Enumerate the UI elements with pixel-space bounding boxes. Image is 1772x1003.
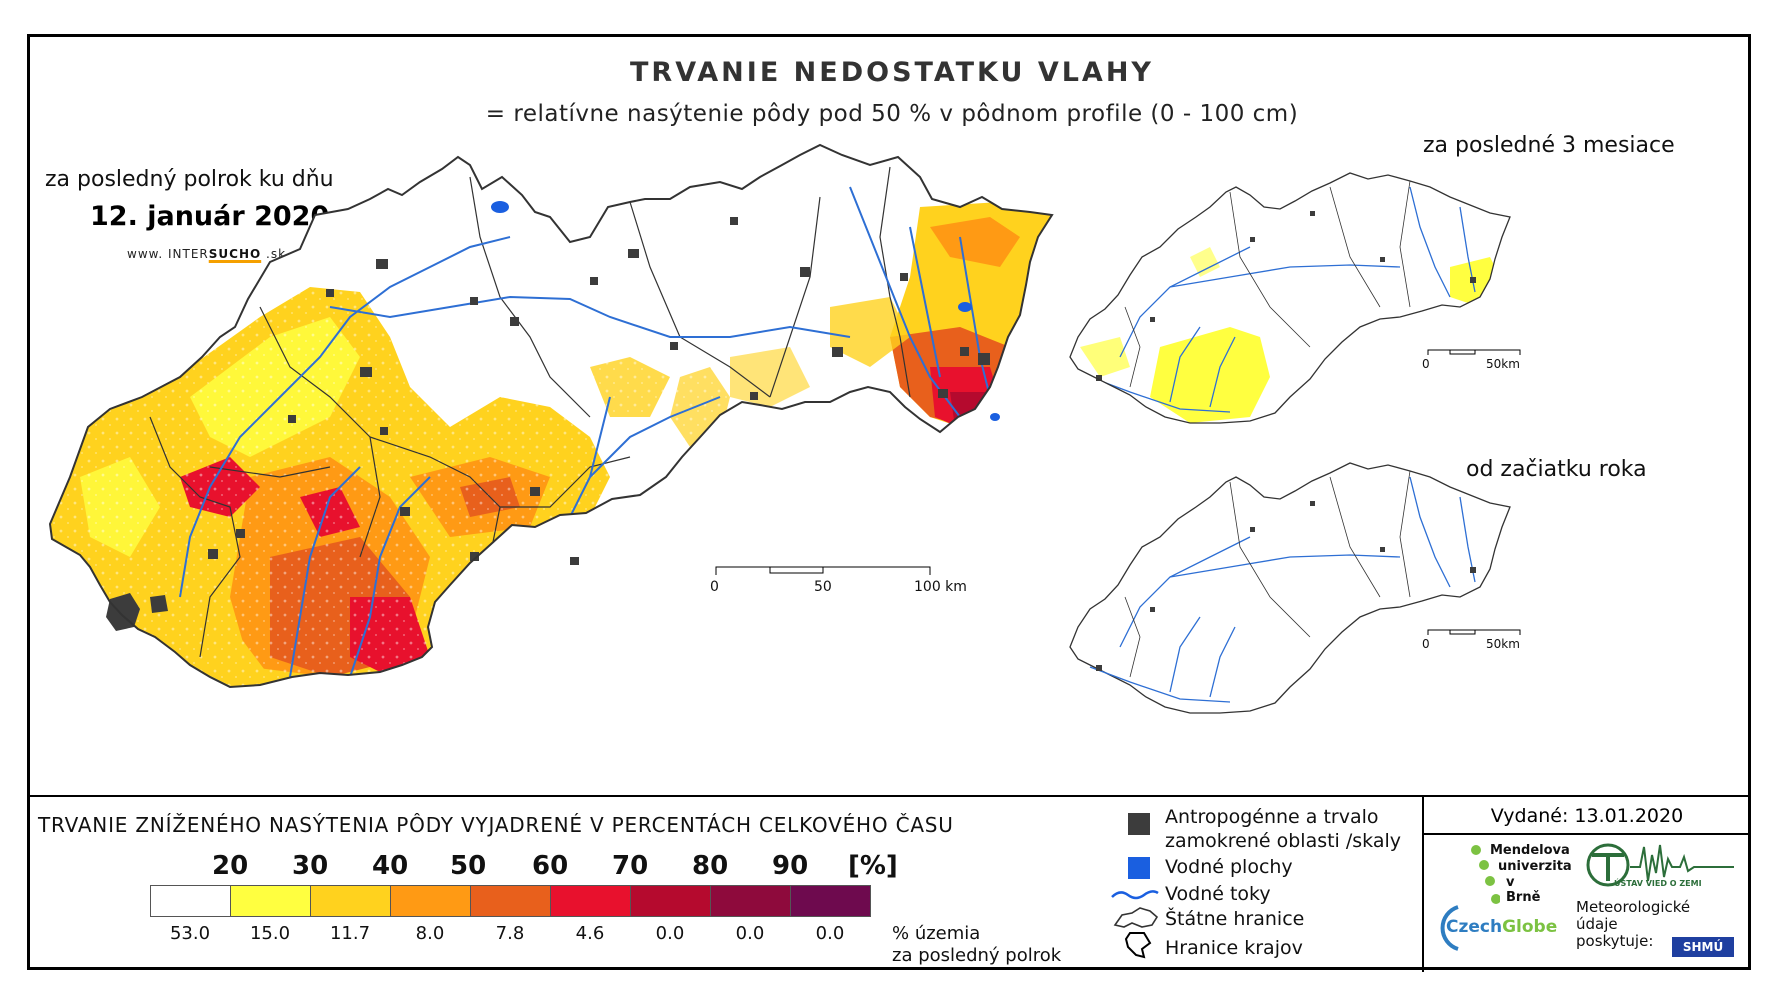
inset-3m-label: za posledné 3 mesiace [1423, 133, 1675, 158]
issued-date: Vydané: 13.01.2020 [1424, 805, 1750, 835]
main-scale-bar [715, 566, 931, 575]
map-subtitle: = relatívne nasýtenie pôdy pod 50 % v pô… [485, 101, 1299, 127]
website-link[interactable]: www. INTERSUCHO .sk [127, 247, 286, 261]
area-label-line2: za posledný polrok [892, 945, 1062, 966]
pct-1: 15.0 [249, 923, 291, 944]
website-highlight: SUCHO [208, 247, 262, 261]
website-prefix: www. INTER [127, 247, 209, 261]
ustav-label: ÚSTAV VIED O ZEMI [1614, 879, 1702, 888]
stream-icon [1111, 890, 1159, 900]
pct-2: 11.7 [329, 923, 371, 944]
meteo-line3: poskytuje: [1576, 932, 1654, 950]
inset-year-map [1069, 462, 1521, 714]
pct-6: 0.0 [655, 923, 685, 944]
main-map-body [49, 144, 1053, 688]
anthropogenic-swatch [1128, 813, 1150, 835]
legend-panel: TRVANIE ZNÍŽENÉHO NASÝTENIA PÔDY VYJADRE… [30, 795, 1750, 972]
inset-3m-scale-bar [1427, 349, 1521, 355]
break-70: 70 [612, 851, 649, 881]
legend-class-5 [550, 885, 631, 917]
break-90: 90 [772, 851, 809, 881]
czechglobe-text: CzechGlobe [1446, 917, 1557, 937]
anthropogenic-line1: Antropogénne a trvalo [1165, 806, 1379, 828]
legend-class-2 [310, 885, 391, 917]
map-title: TRVANIE NEDOSTATKU VLAHY [630, 57, 1154, 88]
break-80: 80 [692, 851, 729, 881]
legend-class-8 [790, 885, 871, 917]
pct-0: 53.0 [169, 923, 211, 944]
inset-year-scale-0: 0 [1422, 637, 1430, 651]
anthropogenic-label: Antropogénne a trvalo zamokrené oblasti … [1165, 805, 1401, 853]
mendel-line2: univerzita [1498, 859, 1572, 874]
period-label: za posledný polrok ku dňu [45, 167, 334, 192]
map-frame: TRVANIE NEDOSTATKU VLAHY = relatívne nas… [27, 34, 1751, 972]
inset-3m-scale-50: 50km [1486, 357, 1520, 371]
state-border-icon [1113, 907, 1159, 928]
inset-3m-scale-0: 0 [1422, 357, 1430, 371]
pct-7: 0.0 [735, 923, 765, 944]
issued-box: Vydané: 13.01.2020 Mendelova univerzita … [1422, 797, 1750, 972]
inset-3m-map [1069, 172, 1521, 424]
legend-class-0 [150, 885, 231, 917]
mendel-dots-icon [1471, 845, 1500, 904]
stream-label: Vodné toky [1165, 883, 1271, 905]
water-body-swatch [1128, 857, 1150, 879]
break-40: 40 [372, 851, 409, 881]
main-map [49, 144, 1053, 688]
legend-class-4 [470, 885, 551, 917]
meteo-label: Meteorologické údaje poskytuje: [1576, 899, 1690, 950]
pct-5: 4.6 [575, 923, 605, 944]
legend-class-3 [390, 885, 471, 917]
czechglobe-text-b: Globe [1502, 917, 1558, 937]
pct-8: 0.0 [815, 923, 845, 944]
meteo-line2: údaje [1576, 915, 1618, 933]
czechglobe-text-a: Czech [1446, 917, 1503, 937]
break-unit: [%] [848, 851, 898, 881]
inset-year-scale-bar [1427, 629, 1521, 635]
inset-year-label: od začiatku roka [1466, 457, 1647, 482]
date-label: 12. január 2020 [90, 201, 330, 232]
pct-3: 8.0 [415, 923, 445, 944]
legend-class-7 [710, 885, 791, 917]
shmu-logo: SHMÚ [1672, 937, 1734, 957]
anthropogenic-line2: zamokrené oblasti /skaly [1165, 830, 1402, 852]
main-scale-0: 0 [710, 579, 719, 595]
legend-class-6 [630, 885, 711, 917]
break-30: 30 [292, 851, 329, 881]
ustav-logo: ÚSTAV VIED O ZEMI [1584, 837, 1744, 897]
inset-year-scale-50: 50km [1486, 637, 1520, 651]
seismograph-icon [1586, 843, 1734, 887]
meteo-line1: Meteorologické [1576, 898, 1691, 916]
legend-title: TRVANIE ZNÍŽENÉHO NASÝTENIA PÔDY VYJADRE… [38, 813, 954, 837]
pct-4: 7.8 [495, 923, 525, 944]
region-border-icon [1124, 932, 1152, 959]
break-60: 60 [532, 851, 569, 881]
area-label-line1: % územia [892, 923, 981, 944]
area-percent-label: % územia za posledný polrok [892, 923, 1061, 967]
mendel-line1: Mendelova [1490, 843, 1570, 858]
mendel-line3: v Brně [1506, 875, 1541, 905]
main-scale-50: 50 [814, 579, 832, 595]
region-border-label: Hranice krajov [1165, 937, 1303, 959]
state-border-label: Štátne hranice [1165, 908, 1305, 930]
water-body-label: Vodné plochy [1165, 856, 1293, 878]
legend-class-1 [230, 885, 311, 917]
break-20: 20 [212, 851, 249, 881]
czechglobe-arc-icon [1440, 905, 1459, 951]
break-50: 50 [450, 851, 487, 881]
main-scale-100: 100 km [914, 579, 967, 595]
